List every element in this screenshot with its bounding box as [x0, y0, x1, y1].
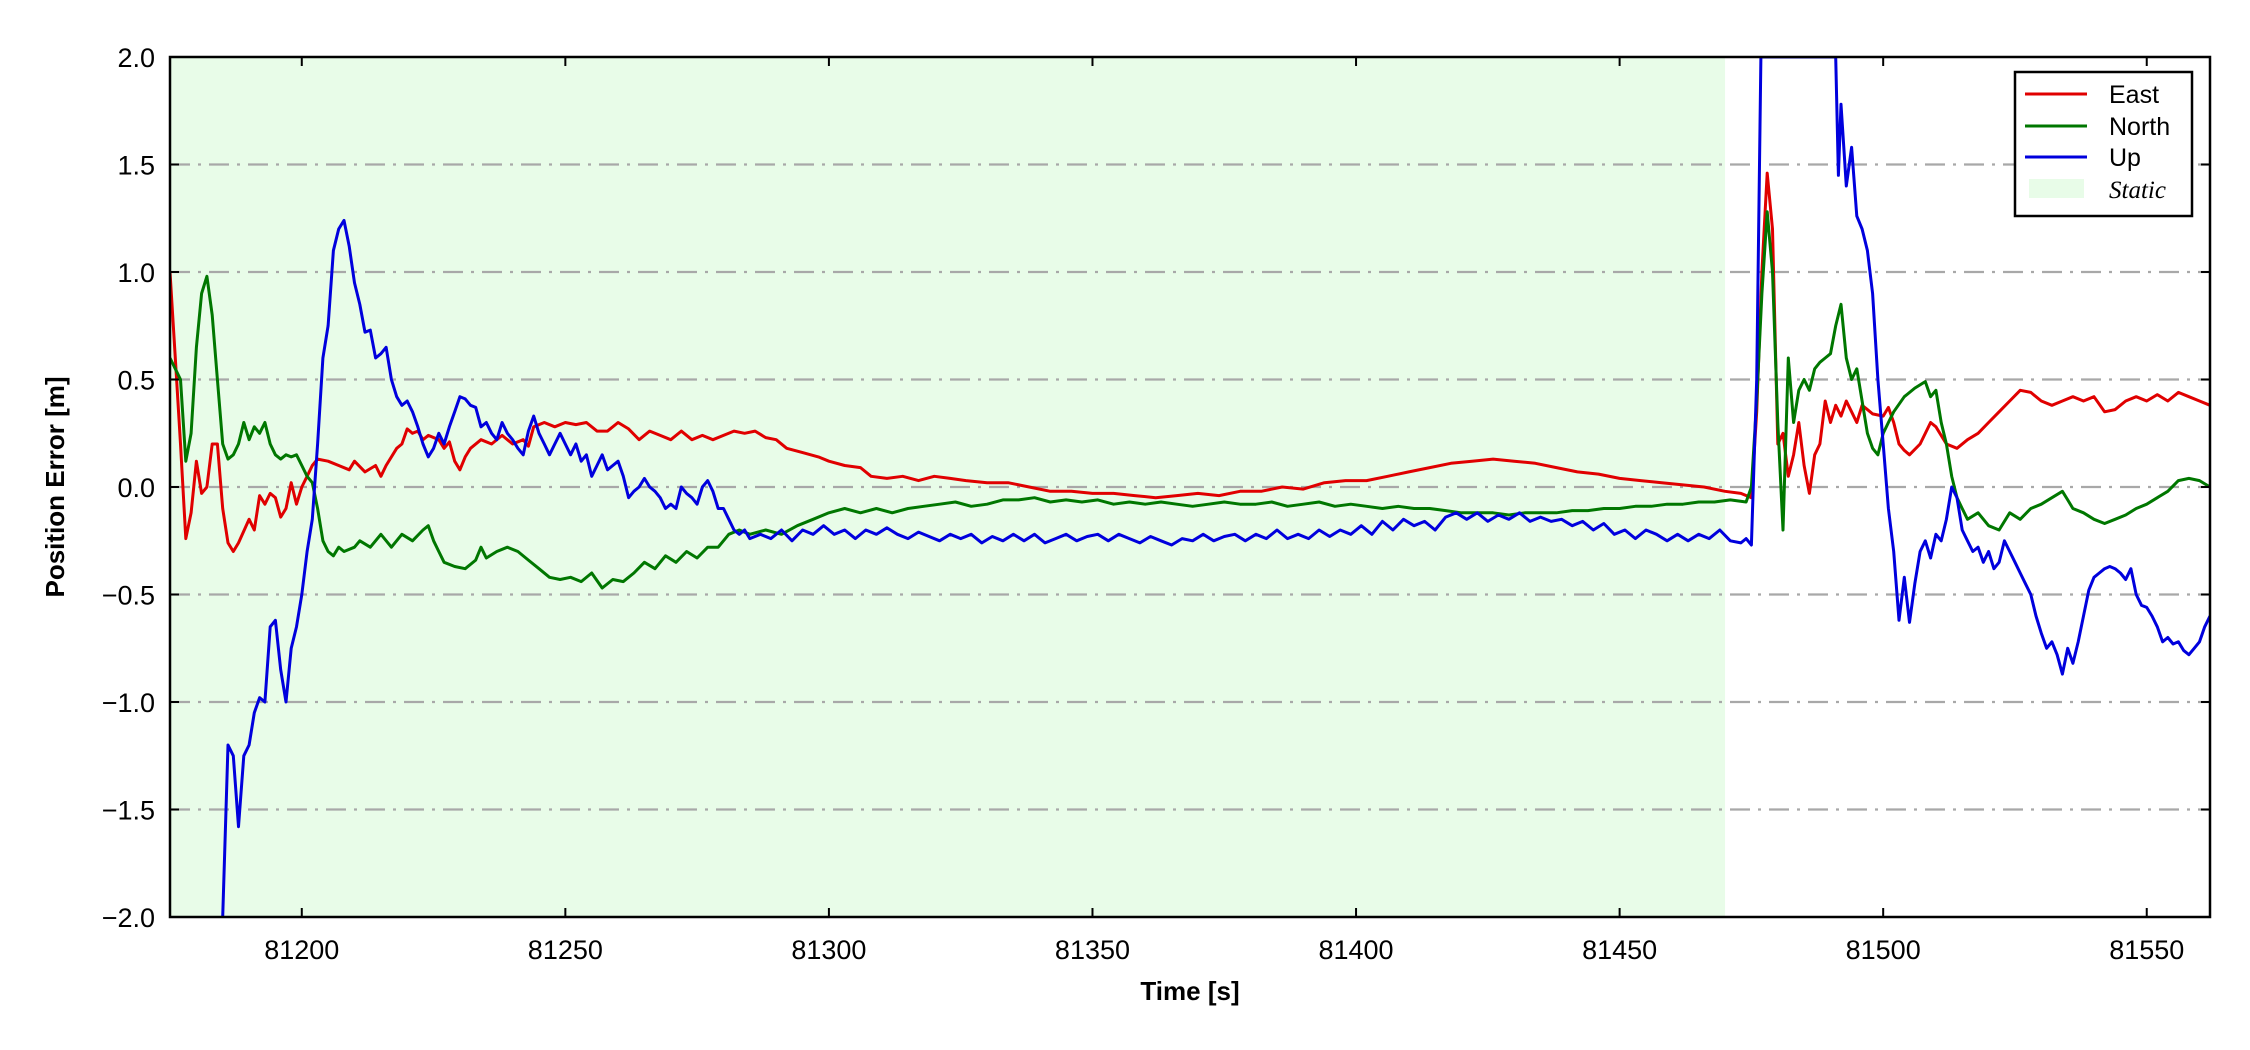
ticks-layer: 81200 81250 81300 81350 81400 81450 81500 81550… [102, 43, 2210, 965]
legend-static-swatch [2029, 179, 2084, 198]
y-tick-label: 2.0 [117, 43, 155, 73]
series-line-up [221, 57, 2210, 917]
y-tick-label: −2.0 [102, 903, 155, 933]
y-axis-label: Position Error [m] [40, 376, 70, 597]
y-tick-label: 0.5 [117, 366, 155, 396]
y-tick-label: 0.0 [117, 473, 155, 503]
legend-static-label: Static [2109, 177, 2166, 204]
legend-east-label: East [2109, 81, 2159, 109]
static-region-layer [170, 57, 1726, 917]
x-tick-label: 81350 [1055, 935, 1130, 965]
x-tick-label: 81400 [1318, 935, 1393, 965]
x-axis-label: Time [s] [1140, 976, 1239, 1006]
y-tick-label: −0.5 [102, 581, 155, 611]
legend: East North Up Static [2013, 70, 2194, 218]
series-line-north [170, 210, 2210, 590]
x-tick-label: 81500 [1846, 935, 1921, 965]
series-line-east [170, 171, 2210, 553]
y-tick-label: 1.0 [117, 258, 155, 288]
x-tick-label: 81450 [1582, 935, 1657, 965]
x-tick-label: 81300 [791, 935, 866, 965]
x-tick-label: 81200 [264, 935, 339, 965]
legend-north-label: North [2109, 113, 2170, 141]
y-tick-label: 1.5 [117, 151, 155, 181]
static-region [170, 57, 1726, 917]
grid-layer [170, 163, 2210, 811]
series-layer [170, 57, 2210, 917]
legend-up-label: Up [2109, 144, 2141, 172]
y-tick-label: −1.0 [102, 688, 155, 718]
x-tick-label: 81550 [2109, 935, 2184, 965]
y-tick-label: −1.5 [102, 796, 155, 826]
x-tick-label: 81250 [528, 935, 603, 965]
